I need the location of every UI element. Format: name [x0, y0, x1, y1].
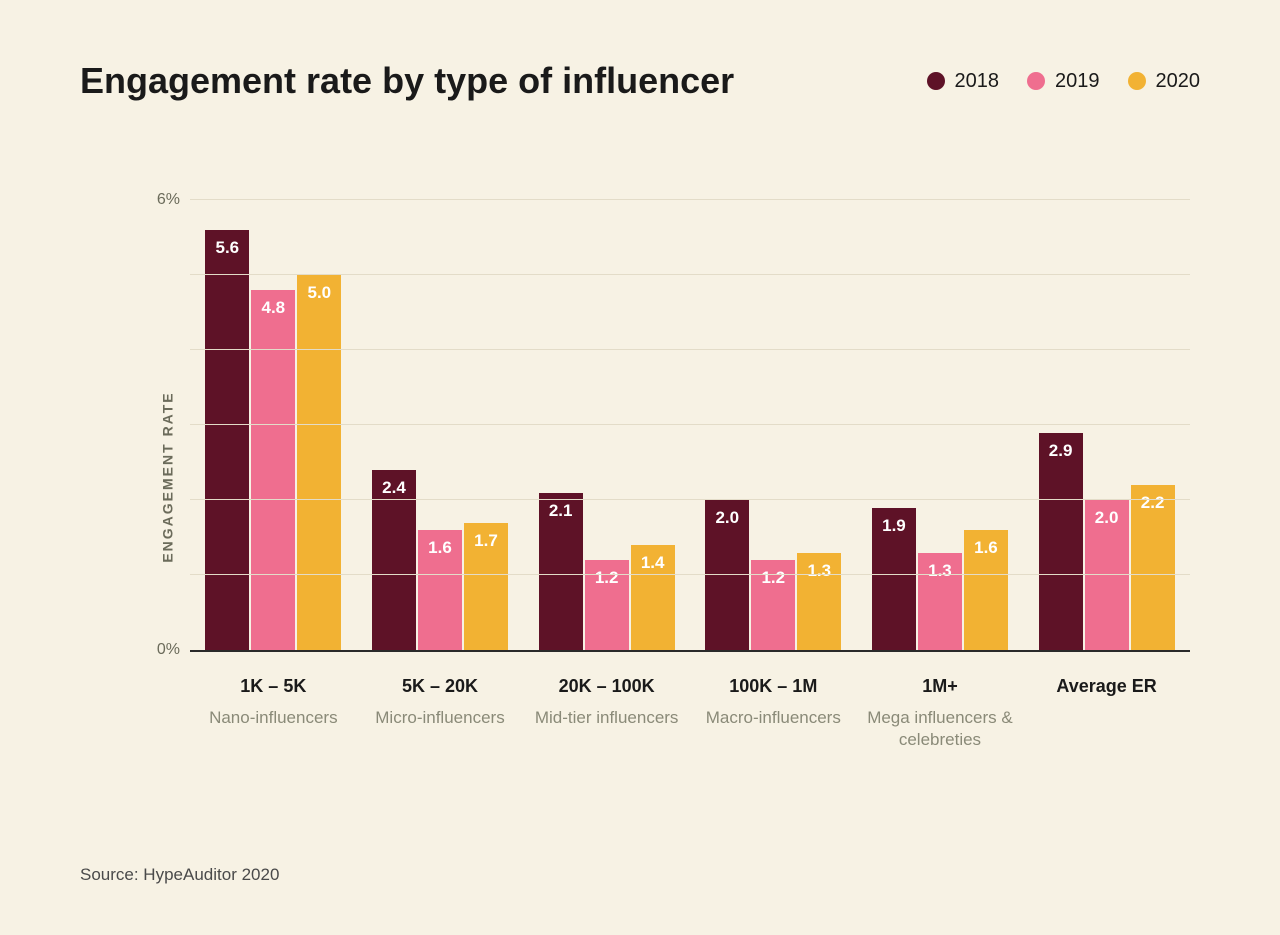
bar-group: 2.4 1.6 1.7: [372, 470, 508, 650]
x-label-group: 20K – 100K Mid-tier influencers: [527, 676, 687, 751]
bar: 2.4: [372, 470, 416, 650]
bar-value-label: 2.0: [715, 508, 739, 528]
x-label-primary: 1K – 5K: [193, 676, 353, 697]
bar-value-label: 5.6: [216, 238, 240, 258]
x-label-group: 5K – 20K Micro-influencers: [360, 676, 520, 751]
x-label-group: Average ER: [1027, 676, 1187, 751]
bar-value-label: 1.3: [807, 561, 831, 581]
legend-label: 2018: [955, 70, 1000, 93]
bar: 4.8: [251, 290, 295, 650]
bar-value-label: 1.7: [474, 531, 498, 551]
bar-value-label: 2.1: [549, 501, 573, 521]
legend-label: 2020: [1156, 70, 1201, 93]
bar-value-label: 2.2: [1141, 493, 1165, 513]
legend-item: 2019: [1027, 70, 1100, 93]
bar: 1.3: [918, 553, 962, 651]
bar-value-label: 1.2: [761, 568, 785, 588]
gridline: [190, 199, 1190, 200]
legend-label: 2019: [1055, 70, 1100, 93]
x-label-group: 100K – 1M Macro-influencers: [693, 676, 853, 751]
bar-group: 1.9 1.3 1.6: [872, 508, 1008, 651]
legend-dot-icon: [927, 72, 945, 90]
bar-group: 2.1 1.2 1.4: [539, 493, 675, 651]
bar-groups: 5.64.85.02.41.61.72.11.21.42.01.21.31.91…: [190, 202, 1190, 650]
gridline: [190, 274, 1190, 275]
legend-item: 2020: [1128, 70, 1201, 93]
bar-value-label: 2.9: [1049, 441, 1073, 461]
x-label-primary: Average ER: [1027, 676, 1187, 697]
bar-value-label: 1.6: [428, 538, 452, 558]
bar: 1.6: [964, 530, 1008, 650]
x-label-primary: 20K – 100K: [527, 676, 687, 697]
x-axis-labels: 1K – 5K Nano-influencers 5K – 20K Micro-inf…: [190, 676, 1190, 751]
gridline: [190, 349, 1190, 350]
x-label-group: 1K – 5K Nano-influencers: [193, 676, 353, 751]
bar: 2.0: [705, 500, 749, 650]
bar-value-label: 2.4: [382, 478, 406, 498]
x-label-secondary: Mid-tier influencers: [527, 707, 687, 729]
x-label-secondary: Mega influencers & celebreties: [860, 707, 1020, 751]
gridline: [190, 574, 1190, 575]
x-label-group: 1M+ Mega influencers & celebreties: [860, 676, 1020, 751]
legend-dot-icon: [1027, 72, 1045, 90]
gridline: [190, 424, 1190, 425]
legend-item: 2018: [927, 70, 1000, 93]
bar-group: 2.0 1.2 1.3: [705, 500, 841, 650]
bar: 2.9: [1039, 433, 1083, 651]
x-label-primary: 5K – 20K: [360, 676, 520, 697]
x-label-secondary: Macro-influencers: [693, 707, 853, 729]
plot-area: 5.64.85.02.41.61.72.11.21.42.01.21.31.91…: [190, 202, 1190, 652]
bar-value-label: 1.6: [974, 538, 998, 558]
chart-body: ENGAGEMENT RATE 5.6 4.8 5.0 2.4 1.6 1.7 2.1 1.2…: [140, 202, 1190, 751]
bar-group: 5.6 4.8 5.0: [205, 230, 341, 650]
y-axis-label: ENGAGEMENT RATE: [160, 391, 176, 562]
bar: 2.0: [1085, 500, 1129, 650]
y-tick: 6%: [140, 191, 180, 209]
bar: 2.2: [1131, 485, 1175, 650]
bar: 1.7: [464, 523, 508, 651]
bar-value-label: 1.9: [882, 516, 906, 536]
bar: 5.0: [297, 275, 341, 650]
bar: 1.3: [797, 553, 841, 651]
bar: 2.1: [539, 493, 583, 651]
chart-header: Engagement rate by type of influencer 20…: [80, 60, 1200, 102]
bar-value-label: 4.8: [262, 298, 286, 318]
gridline: [190, 499, 1190, 500]
bar-group: 2.9 2.0 2.2: [1039, 433, 1175, 651]
chart-legend: 2018 2019 2020: [927, 70, 1201, 93]
x-label-primary: 100K – 1M: [693, 676, 853, 697]
legend-dot-icon: [1128, 72, 1146, 90]
x-label-secondary: Nano-influencers: [193, 707, 353, 729]
bar-value-label: 1.3: [928, 561, 952, 581]
bar: 5.6: [205, 230, 249, 650]
bar-value-label: 1.4: [641, 553, 665, 573]
bar-value-label: 2.0: [1095, 508, 1119, 528]
bar: 1.9: [872, 508, 916, 651]
chart-title: Engagement rate by type of influencer: [80, 60, 734, 102]
x-label-primary: 1M+: [860, 676, 1020, 697]
x-label-secondary: Micro-influencers: [360, 707, 520, 729]
y-tick: 0%: [140, 641, 180, 659]
bar: 1.6: [418, 530, 462, 650]
bar: 1.4: [631, 545, 675, 650]
source-text: Source: HypeAuditor 2020: [80, 865, 279, 885]
bar-value-label: 5.0: [308, 283, 332, 303]
bar-value-label: 1.2: [595, 568, 619, 588]
chart-container: Engagement rate by type of influencer 20…: [0, 0, 1280, 935]
